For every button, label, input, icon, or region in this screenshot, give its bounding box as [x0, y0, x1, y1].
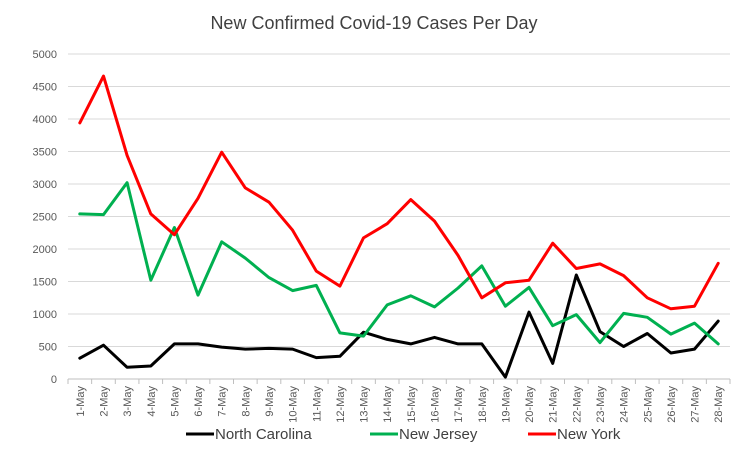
x-tick-label: 20-May [524, 386, 536, 423]
y-tick-label: 0 [51, 374, 57, 386]
x-tick-label: 7-May [217, 386, 229, 417]
legend-label-new-york: New York [557, 426, 621, 443]
x-tick-label: 2-May [98, 386, 110, 417]
legend-label-north-carolina: North Carolina [215, 426, 312, 443]
x-tick-label: 26-May [666, 386, 678, 423]
x-tick-label: 16-May [429, 386, 441, 423]
x-tick-label: 19-May [500, 386, 512, 423]
x-tick-label: 17-May [453, 386, 465, 423]
x-tick-label: 11-May [311, 386, 323, 422]
x-tick-label: 10-May [288, 386, 300, 423]
x-tick-label: 24-May [619, 386, 631, 423]
series-lines [78, 74, 720, 379]
legend: North Carolina New Jersey New York [186, 426, 621, 443]
y-tick-label: 4000 [33, 114, 57, 126]
x-tick-label: 22-May [571, 386, 583, 423]
x-tick-label: 15-May [406, 386, 418, 423]
x-tick-label: 28-May [713, 386, 725, 423]
y-tick-label: 3500 [33, 147, 57, 159]
x-tick-label: 9-May [264, 386, 276, 417]
x-tick-label: 21-May [548, 386, 560, 423]
x-tick-label: 12-May [335, 386, 347, 423]
x-tick-label: 6-May [193, 386, 205, 417]
y-tick-label: 4500 [33, 82, 57, 94]
y-axis: 0 500 1000 1500 2000 2500 3000 3500 4000 4500 5000 [33, 49, 57, 386]
chart-title: New Confirmed Covid-19 Cases Per Day [210, 13, 537, 33]
y-tick-label: 5000 [33, 49, 57, 61]
legend-label-new-jersey: New Jersey [399, 426, 478, 443]
y-tick-label: 2500 [33, 212, 57, 224]
y-tick-label: 2000 [33, 244, 57, 256]
x-tick-label: 5-May [169, 386, 181, 417]
x-tick-label: 27-May [690, 386, 702, 423]
x-tick-label: 1-May [75, 386, 87, 417]
x-tick-label: 14-May [382, 386, 394, 423]
y-tick-label: 1000 [33, 309, 57, 321]
x-tick-label: 18-May [477, 386, 489, 423]
x-tick-label: 25-May [642, 386, 654, 423]
y-tick-label: 500 [39, 342, 57, 354]
x-axis: 1-May 2-May 3-May 4-May 5-May 6-May 7-May 8-May… [67, 378, 731, 423]
x-tick-label: 8-May [240, 386, 252, 417]
x-tick-label: 3-May [122, 386, 134, 417]
gridlines [68, 53, 730, 347]
x-tick-label: 13-May [359, 386, 371, 423]
x-tick-label: 23-May [595, 386, 607, 423]
series-line-north-carolina [78, 273, 720, 379]
y-tick-label: 1500 [33, 277, 57, 289]
x-tick-label: 4-May [146, 386, 158, 417]
series-line-new-jersey [78, 181, 720, 346]
series-line-new-york [78, 74, 720, 311]
y-tick-label: 3000 [33, 179, 57, 191]
